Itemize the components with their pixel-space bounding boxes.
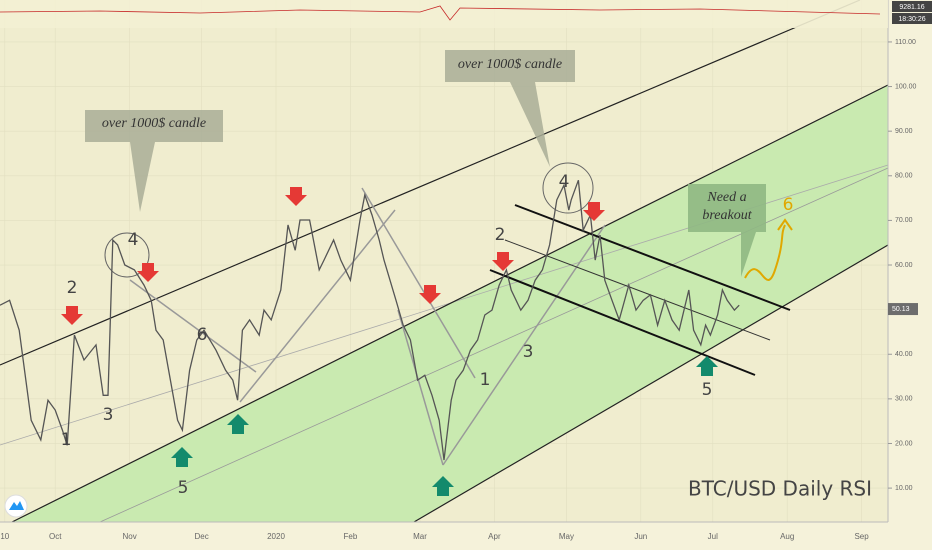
- down-arrow: [285, 187, 307, 206]
- wave-label: 5: [178, 478, 189, 498]
- y-axis-panel: [888, 0, 932, 550]
- projection: [744, 224, 786, 281]
- y-tick-label: 20.00: [895, 440, 913, 447]
- up-arrow: [696, 356, 718, 376]
- x-tick-label: May: [559, 532, 574, 541]
- wave-line: [442, 224, 606, 466]
- annotation: over 1000$ candle: [458, 57, 562, 72]
- y-tick-label: 90.00: [895, 128, 913, 135]
- arrows: [61, 187, 793, 496]
- down-arrow: [419, 285, 441, 304]
- wave-label: 4: [128, 230, 139, 250]
- wave-label: 1: [480, 370, 491, 390]
- logo-icon: [9, 501, 24, 510]
- header-box: [892, 13, 932, 24]
- wave-lines: [129, 187, 606, 466]
- x-tick-label: Oct: [49, 532, 62, 541]
- annotation: Need a: [706, 190, 746, 205]
- channel-line: [0, 0, 861, 366]
- x-tick-label: Sep: [854, 532, 869, 541]
- wave-label: 6: [783, 195, 794, 215]
- callout: [688, 184, 766, 277]
- x-tick-label: 10: [0, 532, 9, 541]
- x-tick-label: Apr: [488, 532, 501, 541]
- up-arrow: [171, 447, 193, 467]
- last-value-label: 50.13: [892, 306, 910, 313]
- y-tick-label: 70.00: [895, 217, 913, 224]
- wave-line: [129, 279, 257, 373]
- wave-label: 2: [67, 278, 78, 298]
- x-axis-panel: [0, 522, 932, 550]
- up-arrow: [432, 476, 454, 496]
- callout: [85, 110, 223, 212]
- header-sparkline: [0, 5, 881, 21]
- x-tick-label: Nov: [122, 532, 136, 541]
- annotation: breakout: [702, 208, 752, 223]
- wave-label: 3: [523, 342, 534, 362]
- last-value-box: [888, 303, 918, 316]
- wave-line: [239, 209, 396, 403]
- wave-label: 2: [495, 225, 506, 245]
- y-tick-label: 40.00: [895, 351, 913, 358]
- header-text: 9281.16: [899, 4, 924, 11]
- y-tick-label: 60.00: [895, 262, 913, 269]
- circle: [104, 232, 150, 278]
- x-tick-label: Jun: [634, 532, 647, 541]
- header-box: [892, 1, 932, 12]
- channel-line: [413, 244, 889, 523]
- down-arrow: [61, 306, 83, 325]
- x-tick-label: Jul: [708, 532, 718, 541]
- down-arrow: [492, 252, 514, 271]
- y-tick-label: 10.00: [895, 485, 913, 492]
- wave-label: 1: [61, 430, 72, 450]
- y-tick-label: 110.00: [895, 39, 916, 46]
- y-tick-label: 30.00: [895, 396, 913, 403]
- header-strip: [0, 0, 888, 28]
- y-tick-label: 100.00: [895, 83, 917, 90]
- wedge-line: [504, 239, 771, 341]
- annotation: over 1000$ candle: [102, 116, 206, 131]
- wave-label: 4: [559, 172, 570, 192]
- wave-label: 3: [103, 405, 114, 425]
- wave-label: 5: [702, 380, 713, 400]
- rsi-line: [0, 179, 740, 461]
- callouts: over 1000$ candle over 1000$ candle Need…: [85, 50, 872, 501]
- callout: [445, 50, 575, 167]
- x-tick-label: Aug: [780, 532, 794, 541]
- circle: [542, 162, 594, 214]
- down-arrow: [137, 263, 159, 282]
- projection-head: [777, 218, 793, 231]
- header-text: 18:30:26: [898, 16, 925, 23]
- x-tick-label: Feb: [344, 532, 358, 541]
- wave-label: 6: [197, 325, 208, 345]
- plot-area: [0, 0, 889, 529]
- up-arrow: [227, 414, 249, 434]
- y-tick-label: 80.00: [895, 173, 913, 180]
- x-tick-label: 2020: [267, 532, 285, 541]
- x-tick-label: Mar: [413, 532, 427, 541]
- down-arrow: [583, 202, 605, 221]
- wave-line: [361, 187, 476, 379]
- wedge-line: [489, 269, 756, 376]
- chart-label: BTC/USD Daily RSI: [688, 477, 872, 501]
- x-tick-label: Dec: [194, 532, 208, 541]
- wave-line: [397, 309, 444, 466]
- wedge-line: [514, 204, 791, 311]
- wave-labels: 1 2 3 4 5 6 1 2 3 4 5 6: [61, 172, 794, 498]
- channel-line: [0, 84, 889, 529]
